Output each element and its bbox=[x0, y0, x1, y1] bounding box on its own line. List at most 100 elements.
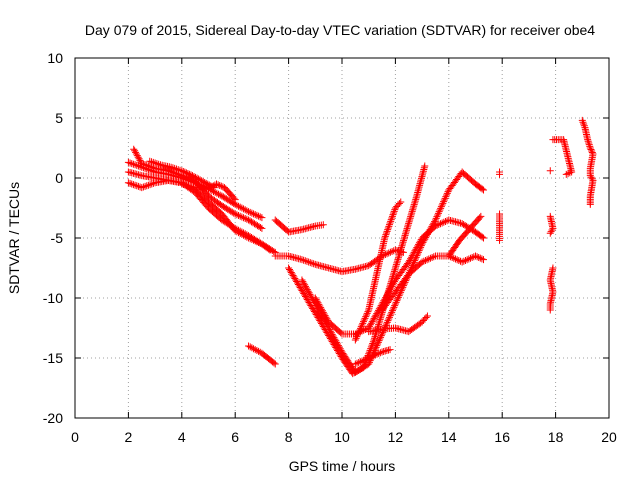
data-point bbox=[250, 210, 258, 218]
data-point bbox=[390, 207, 398, 215]
data-point bbox=[546, 306, 554, 314]
data-point bbox=[265, 245, 273, 253]
data-point bbox=[134, 182, 142, 190]
data-point bbox=[124, 179, 132, 187]
data-point bbox=[298, 287, 306, 294]
data-point bbox=[133, 161, 141, 169]
data-point bbox=[128, 180, 136, 188]
data-point bbox=[331, 335, 339, 343]
data-point bbox=[146, 157, 154, 165]
data-point bbox=[135, 155, 143, 163]
data-point bbox=[148, 180, 156, 188]
data-point bbox=[365, 358, 373, 366]
data-point bbox=[139, 160, 147, 168]
data-point bbox=[231, 196, 239, 204]
data-point bbox=[579, 118, 587, 126]
data-point bbox=[126, 159, 134, 167]
data-point bbox=[418, 258, 426, 266]
data-point bbox=[148, 158, 156, 166]
data-point bbox=[266, 246, 274, 254]
data-point bbox=[428, 254, 436, 261]
data-point bbox=[353, 333, 361, 341]
data-point bbox=[258, 224, 266, 232]
data-point bbox=[251, 346, 259, 354]
data-point bbox=[441, 194, 449, 202]
data-point bbox=[321, 312, 329, 320]
data-point bbox=[440, 198, 448, 206]
data-point bbox=[586, 142, 594, 150]
data-point bbox=[370, 314, 378, 322]
data-point bbox=[312, 296, 320, 304]
data-point bbox=[240, 229, 248, 237]
data-point bbox=[298, 276, 306, 284]
data-point bbox=[231, 210, 239, 218]
data-point bbox=[204, 180, 212, 188]
data-point bbox=[360, 356, 368, 364]
data-point bbox=[587, 173, 595, 181]
data-point bbox=[480, 256, 488, 264]
data-point bbox=[233, 225, 241, 233]
data-point bbox=[300, 256, 308, 264]
data-point bbox=[371, 345, 379, 353]
data-point bbox=[369, 339, 377, 347]
data-point bbox=[393, 259, 401, 267]
data-point bbox=[174, 166, 182, 174]
data-point bbox=[295, 282, 303, 290]
data-point bbox=[356, 326, 364, 334]
data-point bbox=[371, 334, 379, 342]
y-tick-label: -20 bbox=[43, 410, 63, 426]
data-point bbox=[390, 269, 398, 277]
data-point bbox=[425, 255, 433, 263]
data-point bbox=[392, 298, 400, 306]
data-point bbox=[410, 201, 418, 209]
data-point bbox=[546, 167, 554, 175]
data-point bbox=[387, 217, 395, 225]
data-point bbox=[193, 174, 201, 182]
data-point bbox=[169, 169, 177, 177]
data-point bbox=[405, 218, 413, 226]
data-point bbox=[362, 313, 370, 321]
data-point bbox=[325, 324, 333, 332]
data-point bbox=[270, 359, 278, 367]
data-point bbox=[359, 319, 367, 327]
data-point bbox=[496, 236, 504, 244]
data-point bbox=[236, 212, 244, 220]
data-point bbox=[294, 281, 302, 288]
data-point bbox=[328, 330, 336, 338]
data-point bbox=[438, 201, 446, 209]
data-point bbox=[374, 340, 382, 348]
data-points bbox=[124, 116, 597, 378]
data-point bbox=[230, 194, 238, 202]
data-point bbox=[434, 209, 442, 217]
data-point bbox=[480, 186, 488, 194]
data-point bbox=[410, 202, 418, 210]
data-point bbox=[327, 329, 335, 337]
data-point bbox=[388, 307, 396, 315]
data-point bbox=[306, 259, 314, 267]
data-point bbox=[198, 177, 206, 185]
data-point bbox=[391, 266, 399, 274]
data-point bbox=[235, 212, 243, 219]
data-point bbox=[370, 336, 378, 344]
data-point bbox=[315, 300, 323, 308]
data-point bbox=[395, 292, 403, 300]
data-point bbox=[443, 191, 451, 199]
data-point bbox=[411, 197, 419, 205]
data-point bbox=[375, 350, 383, 357]
data-point bbox=[308, 259, 316, 267]
data-point bbox=[329, 332, 337, 340]
data-point bbox=[374, 308, 382, 316]
data-point bbox=[299, 288, 307, 296]
data-point bbox=[136, 156, 144, 164]
data-point bbox=[409, 206, 417, 214]
data-point bbox=[381, 232, 389, 240]
data-point bbox=[437, 204, 445, 212]
data-point bbox=[385, 221, 393, 229]
data-point bbox=[355, 328, 363, 336]
data-point bbox=[171, 164, 179, 172]
data-point bbox=[395, 200, 403, 207]
data-point bbox=[391, 302, 399, 310]
data-point bbox=[475, 253, 483, 261]
data-point bbox=[372, 311, 380, 319]
data-point bbox=[144, 162, 152, 170]
